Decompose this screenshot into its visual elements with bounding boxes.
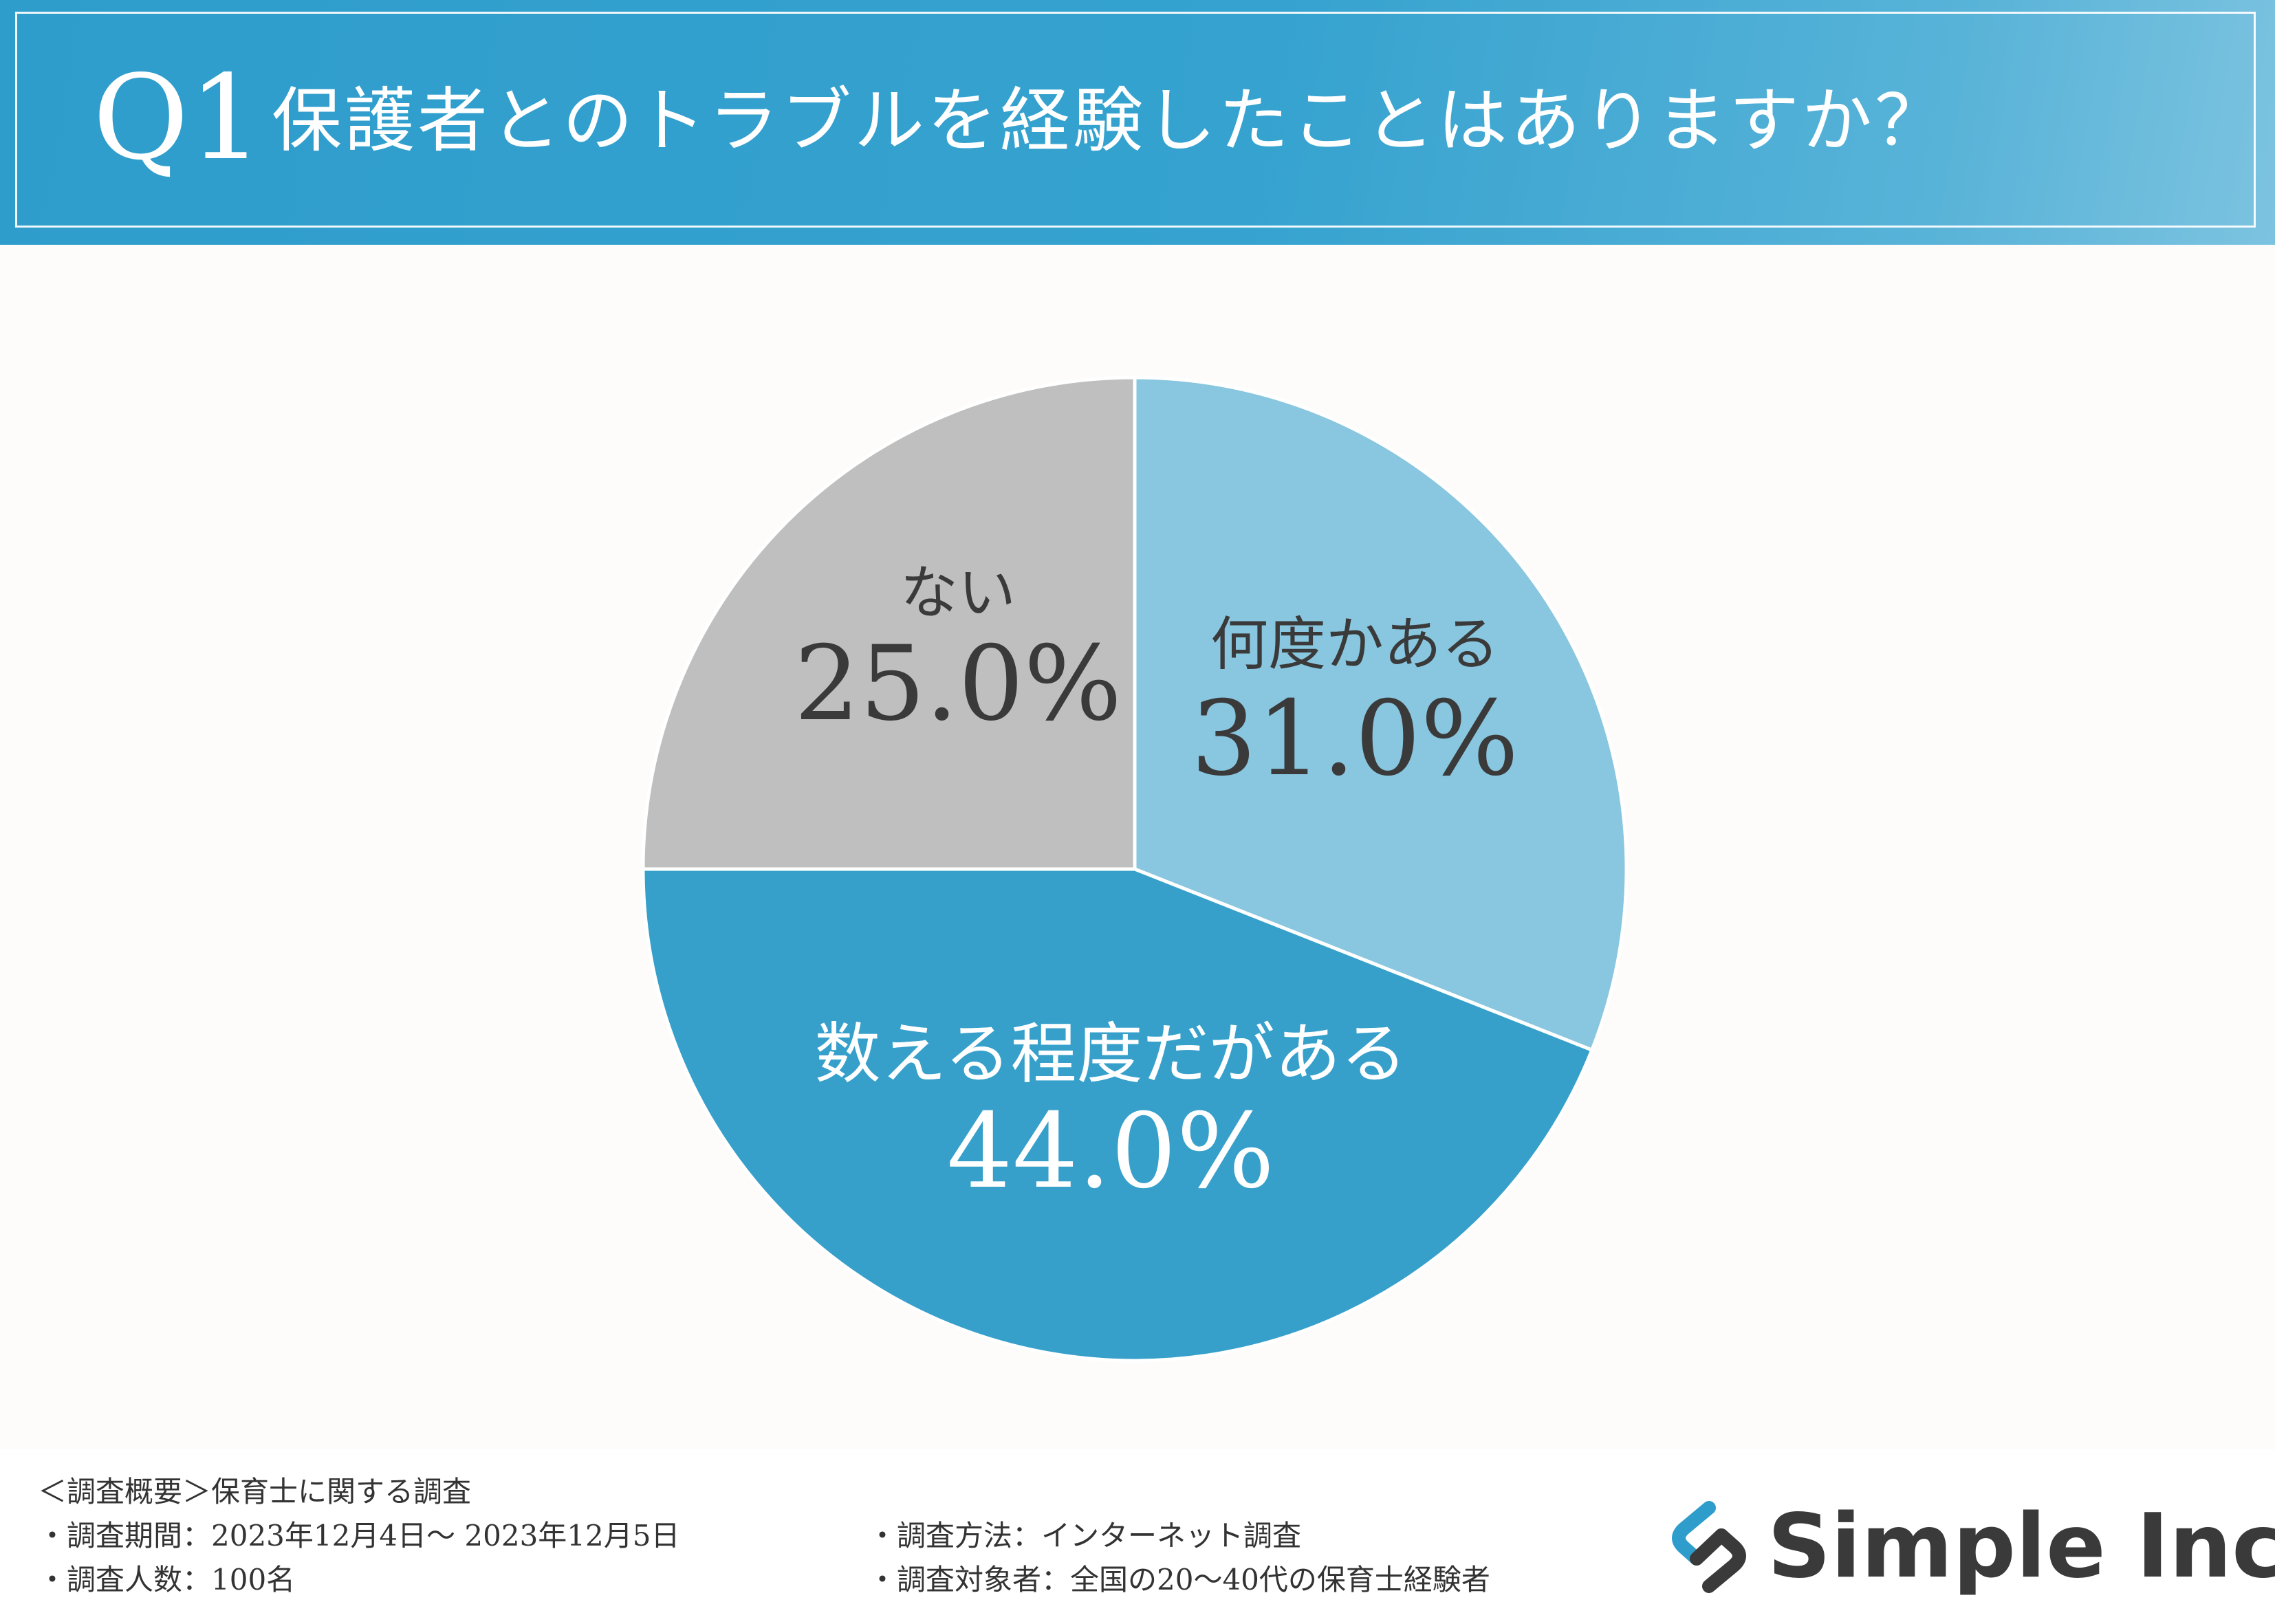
slice-label-2: 数える程度だがある bbox=[814, 1016, 1406, 1093]
pie-slice-2 bbox=[641, 867, 1595, 1363]
pie-slice-3 bbox=[641, 375, 1137, 871]
slice-value-2: 44.0% bbox=[947, 1092, 1275, 1211]
question-number: Q1 bbox=[93, 50, 263, 186]
slice-value-1: 31.0% bbox=[1191, 679, 1519, 799]
survey-overview: ＜調査概要＞保育士に関する調査 bbox=[38, 1475, 472, 1508]
header-frame bbox=[15, 12, 2256, 228]
pie-slice-1 bbox=[1133, 375, 1629, 1053]
survey-method: ・調査方法：インターネット調査 bbox=[868, 1519, 1302, 1552]
link-chain-icon bbox=[1672, 1501, 1746, 1593]
footer: ＜調査概要＞保育士に関する調査 ・調査期間：2023年12月4日～ 2023年1… bbox=[0, 1449, 2275, 1624]
survey-target: ・調査対象者：全国の20～40代の保育士経験者 bbox=[868, 1563, 1490, 1596]
slice-label-1: 何度かある bbox=[1210, 611, 1499, 678]
question-title: 保護者とのトラブルを経験したことはありますか？ bbox=[272, 80, 1948, 162]
company-logo: Simple Inc. bbox=[1661, 1495, 2275, 1599]
survey-period: ・調査期間：2023年12月4日～ 2023年12月5日 bbox=[38, 1519, 680, 1552]
slice-value-3: 25.0% bbox=[794, 624, 1122, 744]
slice-label-3: ない bbox=[900, 559, 1016, 626]
logo-text: Simple Inc. bbox=[1767, 1495, 2275, 1598]
header-banner: Q1 保護者とのトラブルを経験したことはありますか？ bbox=[0, 0, 2275, 245]
survey-count: ・調査人数：100名 bbox=[38, 1563, 296, 1596]
